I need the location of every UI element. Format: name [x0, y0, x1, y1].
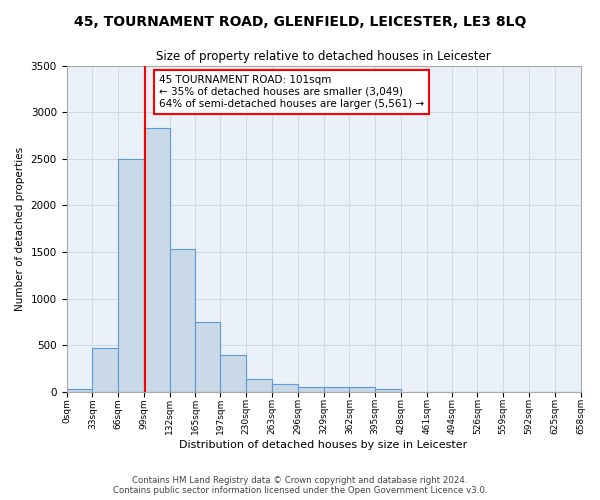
Bar	[246, 379, 272, 392]
Bar	[118, 159, 144, 392]
Y-axis label: Number of detached properties: Number of detached properties	[15, 146, 25, 310]
Bar	[196, 322, 220, 392]
Bar	[349, 387, 375, 392]
X-axis label: Distribution of detached houses by size in Leicester: Distribution of detached houses by size …	[179, 440, 467, 450]
Text: 45 TOURNAMENT ROAD: 101sqm
← 35% of detached houses are smaller (3,049)
64% of s: 45 TOURNAMENT ROAD: 101sqm ← 35% of deta…	[159, 76, 424, 108]
Bar	[375, 389, 401, 392]
Bar	[170, 249, 196, 392]
Bar	[92, 348, 118, 392]
Title: Size of property relative to detached houses in Leicester: Size of property relative to detached ho…	[156, 50, 491, 63]
Bar	[272, 384, 298, 392]
Bar	[144, 128, 170, 392]
Text: Contains HM Land Registry data © Crown copyright and database right 2024.
Contai: Contains HM Land Registry data © Crown c…	[113, 476, 487, 495]
Bar	[298, 386, 323, 392]
Text: 45, TOURNAMENT ROAD, GLENFIELD, LEICESTER, LE3 8LQ: 45, TOURNAMENT ROAD, GLENFIELD, LEICESTE…	[74, 15, 526, 29]
Bar	[220, 356, 246, 392]
Bar	[67, 390, 92, 392]
Bar	[323, 386, 349, 392]
